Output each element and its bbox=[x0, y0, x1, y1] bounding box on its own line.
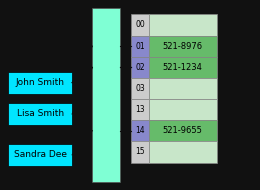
Text: 02: 02 bbox=[135, 63, 145, 72]
Text: Sandra Dee: Sandra Dee bbox=[14, 150, 67, 159]
Text: 01: 01 bbox=[135, 42, 145, 51]
Bar bbox=[149, 141, 217, 163]
Bar bbox=[131, 78, 149, 99]
Bar bbox=[131, 14, 149, 36]
Bar bbox=[131, 99, 149, 120]
Bar bbox=[9, 103, 72, 125]
Text: 13: 13 bbox=[135, 105, 145, 114]
Bar bbox=[92, 8, 120, 182]
Bar bbox=[9, 144, 72, 166]
Bar bbox=[149, 36, 217, 57]
Text: 00: 00 bbox=[135, 20, 145, 29]
Text: 521-1234: 521-1234 bbox=[163, 63, 203, 72]
Bar bbox=[131, 120, 149, 141]
Bar bbox=[9, 72, 72, 94]
Text: 521-9655: 521-9655 bbox=[163, 126, 203, 135]
Text: 15: 15 bbox=[135, 147, 145, 157]
Bar bbox=[149, 14, 217, 36]
Bar bbox=[131, 57, 149, 78]
Bar bbox=[149, 57, 217, 78]
Bar bbox=[149, 78, 217, 99]
Text: 03: 03 bbox=[135, 84, 145, 93]
Bar bbox=[149, 99, 217, 120]
Text: John Smith: John Smith bbox=[16, 78, 65, 87]
Bar bbox=[131, 36, 149, 57]
Bar bbox=[149, 120, 217, 141]
Text: 14: 14 bbox=[135, 126, 145, 135]
Text: Lisa Smith: Lisa Smith bbox=[17, 109, 64, 119]
Bar bbox=[131, 141, 149, 163]
Text: 521-8976: 521-8976 bbox=[163, 42, 203, 51]
